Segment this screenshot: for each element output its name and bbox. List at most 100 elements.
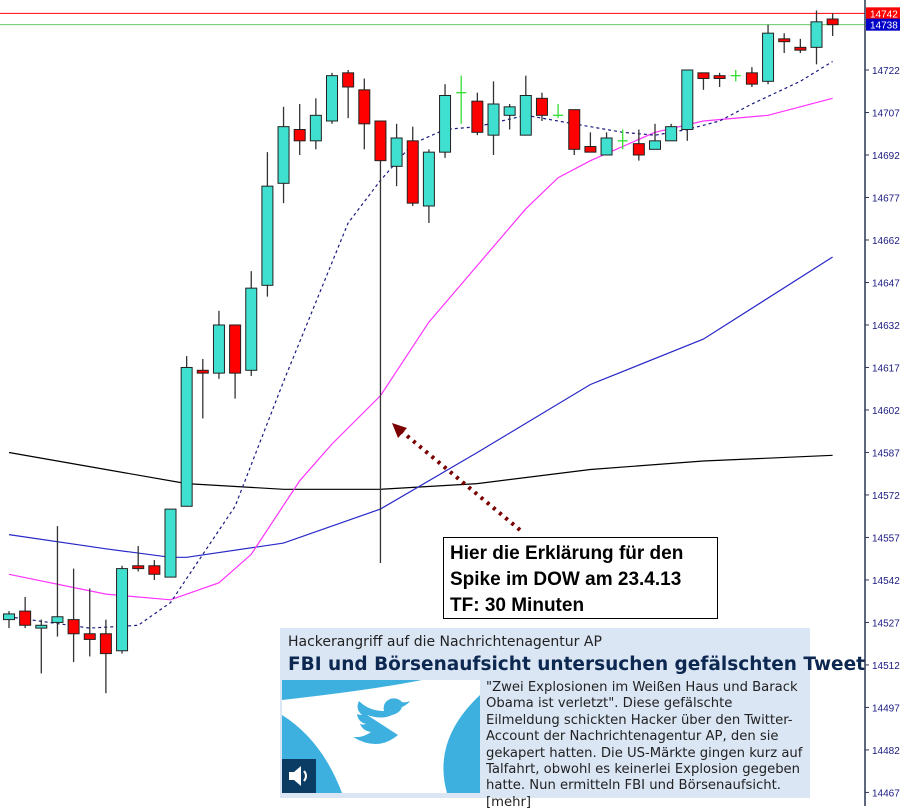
candle <box>568 109 581 155</box>
candle <box>665 123 678 142</box>
candle <box>3 611 15 629</box>
candle <box>600 132 613 156</box>
candle-body <box>503 106 516 116</box>
candle-body <box>3 613 15 621</box>
candle-body <box>422 151 435 207</box>
candle-body <box>212 324 225 374</box>
y-tick-label: 14497 <box>872 703 900 714</box>
news-teaser[interactable]: Hackerangriff auf die Nachrichtenagentur… <box>280 628 865 810</box>
candle <box>422 149 435 223</box>
candle-body <box>358 89 371 125</box>
candle-body <box>762 32 775 82</box>
annotation-line: TF: 30 Minuten <box>450 595 585 616</box>
news-headline[interactable]: FBI und Börsenaufsicht untersuchen gefäl… <box>288 654 865 675</box>
candle-body <box>632 143 645 156</box>
candle-body <box>229 324 242 374</box>
moving-average-line <box>8 97 833 601</box>
price-tag-label: 14738 <box>870 21 898 32</box>
y-tick-label: 14587 <box>872 448 900 459</box>
candle <box>487 81 500 155</box>
y-tick-label: 14602 <box>872 406 900 417</box>
candle-body <box>713 75 726 79</box>
candle-body <box>584 145 597 153</box>
candle <box>456 75 467 124</box>
candle-body <box>35 624 48 629</box>
annotation-box: Hier die Erklärung für den Spike im DOW … <box>443 537 718 619</box>
candle-body <box>148 565 161 575</box>
y-tick-label: 14467 <box>872 788 900 799</box>
annotation-line: Hier die Erklärung für den <box>450 543 684 564</box>
candle-body <box>568 109 581 150</box>
candle <box>503 103 516 130</box>
candle-body <box>293 128 306 142</box>
candle-body <box>342 72 355 88</box>
candle-body <box>439 94 452 153</box>
candle-body <box>471 100 484 133</box>
candle-body <box>649 140 661 150</box>
candle <box>681 69 694 141</box>
candle <box>132 545 145 572</box>
candle-body <box>487 103 500 136</box>
candle <box>794 38 807 54</box>
annotation-line: Spike im DOW am 23.4.13 <box>450 569 682 590</box>
candle <box>309 98 322 150</box>
news-image[interactable] <box>282 680 480 793</box>
candle <box>762 24 775 85</box>
candle <box>632 129 645 161</box>
y-tick-label: 14677 <box>872 193 900 204</box>
y-tick-label: 14632 <box>872 321 900 332</box>
candle <box>19 596 32 629</box>
candle <box>277 106 290 204</box>
candle <box>326 72 338 124</box>
candle <box>164 508 177 578</box>
candle <box>51 526 64 637</box>
y-tick-label: 14527 <box>872 618 900 629</box>
speaker-icon[interactable] <box>282 759 316 793</box>
y-tick-label: 14707 <box>872 108 900 119</box>
candle <box>535 92 548 121</box>
candle <box>778 33 791 54</box>
candle-body <box>826 18 839 26</box>
candle <box>810 10 823 65</box>
candle-body <box>99 633 112 655</box>
candle-body <box>19 610 32 626</box>
candle <box>99 619 112 694</box>
candle <box>406 126 419 206</box>
candle-body <box>132 565 145 570</box>
candle-body <box>778 38 791 43</box>
price-tag <box>866 18 900 31</box>
candle-body <box>681 69 694 130</box>
candle <box>439 84 452 158</box>
candle <box>649 123 661 150</box>
candle <box>83 588 96 657</box>
candle <box>826 13 839 37</box>
candle-body <box>665 126 678 142</box>
candle-body <box>390 137 403 167</box>
candle-body <box>277 126 290 184</box>
candle-body <box>374 120 387 162</box>
twitter-bird-icon <box>282 680 480 793</box>
candle <box>584 132 597 153</box>
candle <box>261 152 274 297</box>
candle <box>293 103 306 155</box>
moving-average-line <box>8 256 833 558</box>
y-tick-label: 14542 <box>872 576 900 587</box>
candle-body <box>51 616 64 623</box>
candle <box>342 70 355 119</box>
candle <box>212 310 225 379</box>
candle <box>471 92 484 136</box>
candle <box>148 560 161 580</box>
candle-body <box>116 568 129 652</box>
candle <box>229 324 242 399</box>
candle <box>196 358 209 419</box>
candle <box>730 70 741 82</box>
candle <box>180 356 193 507</box>
candle <box>67 568 80 663</box>
news-body: "Zwei Explosionen im Weißen Haus und Bar… <box>486 680 803 810</box>
y-tick-label: 14482 <box>872 746 900 757</box>
price-tag <box>866 7 900 20</box>
candle-body <box>196 369 209 374</box>
y-tick-label: 14647 <box>872 278 900 289</box>
y-tick-label: 14692 <box>872 151 900 162</box>
